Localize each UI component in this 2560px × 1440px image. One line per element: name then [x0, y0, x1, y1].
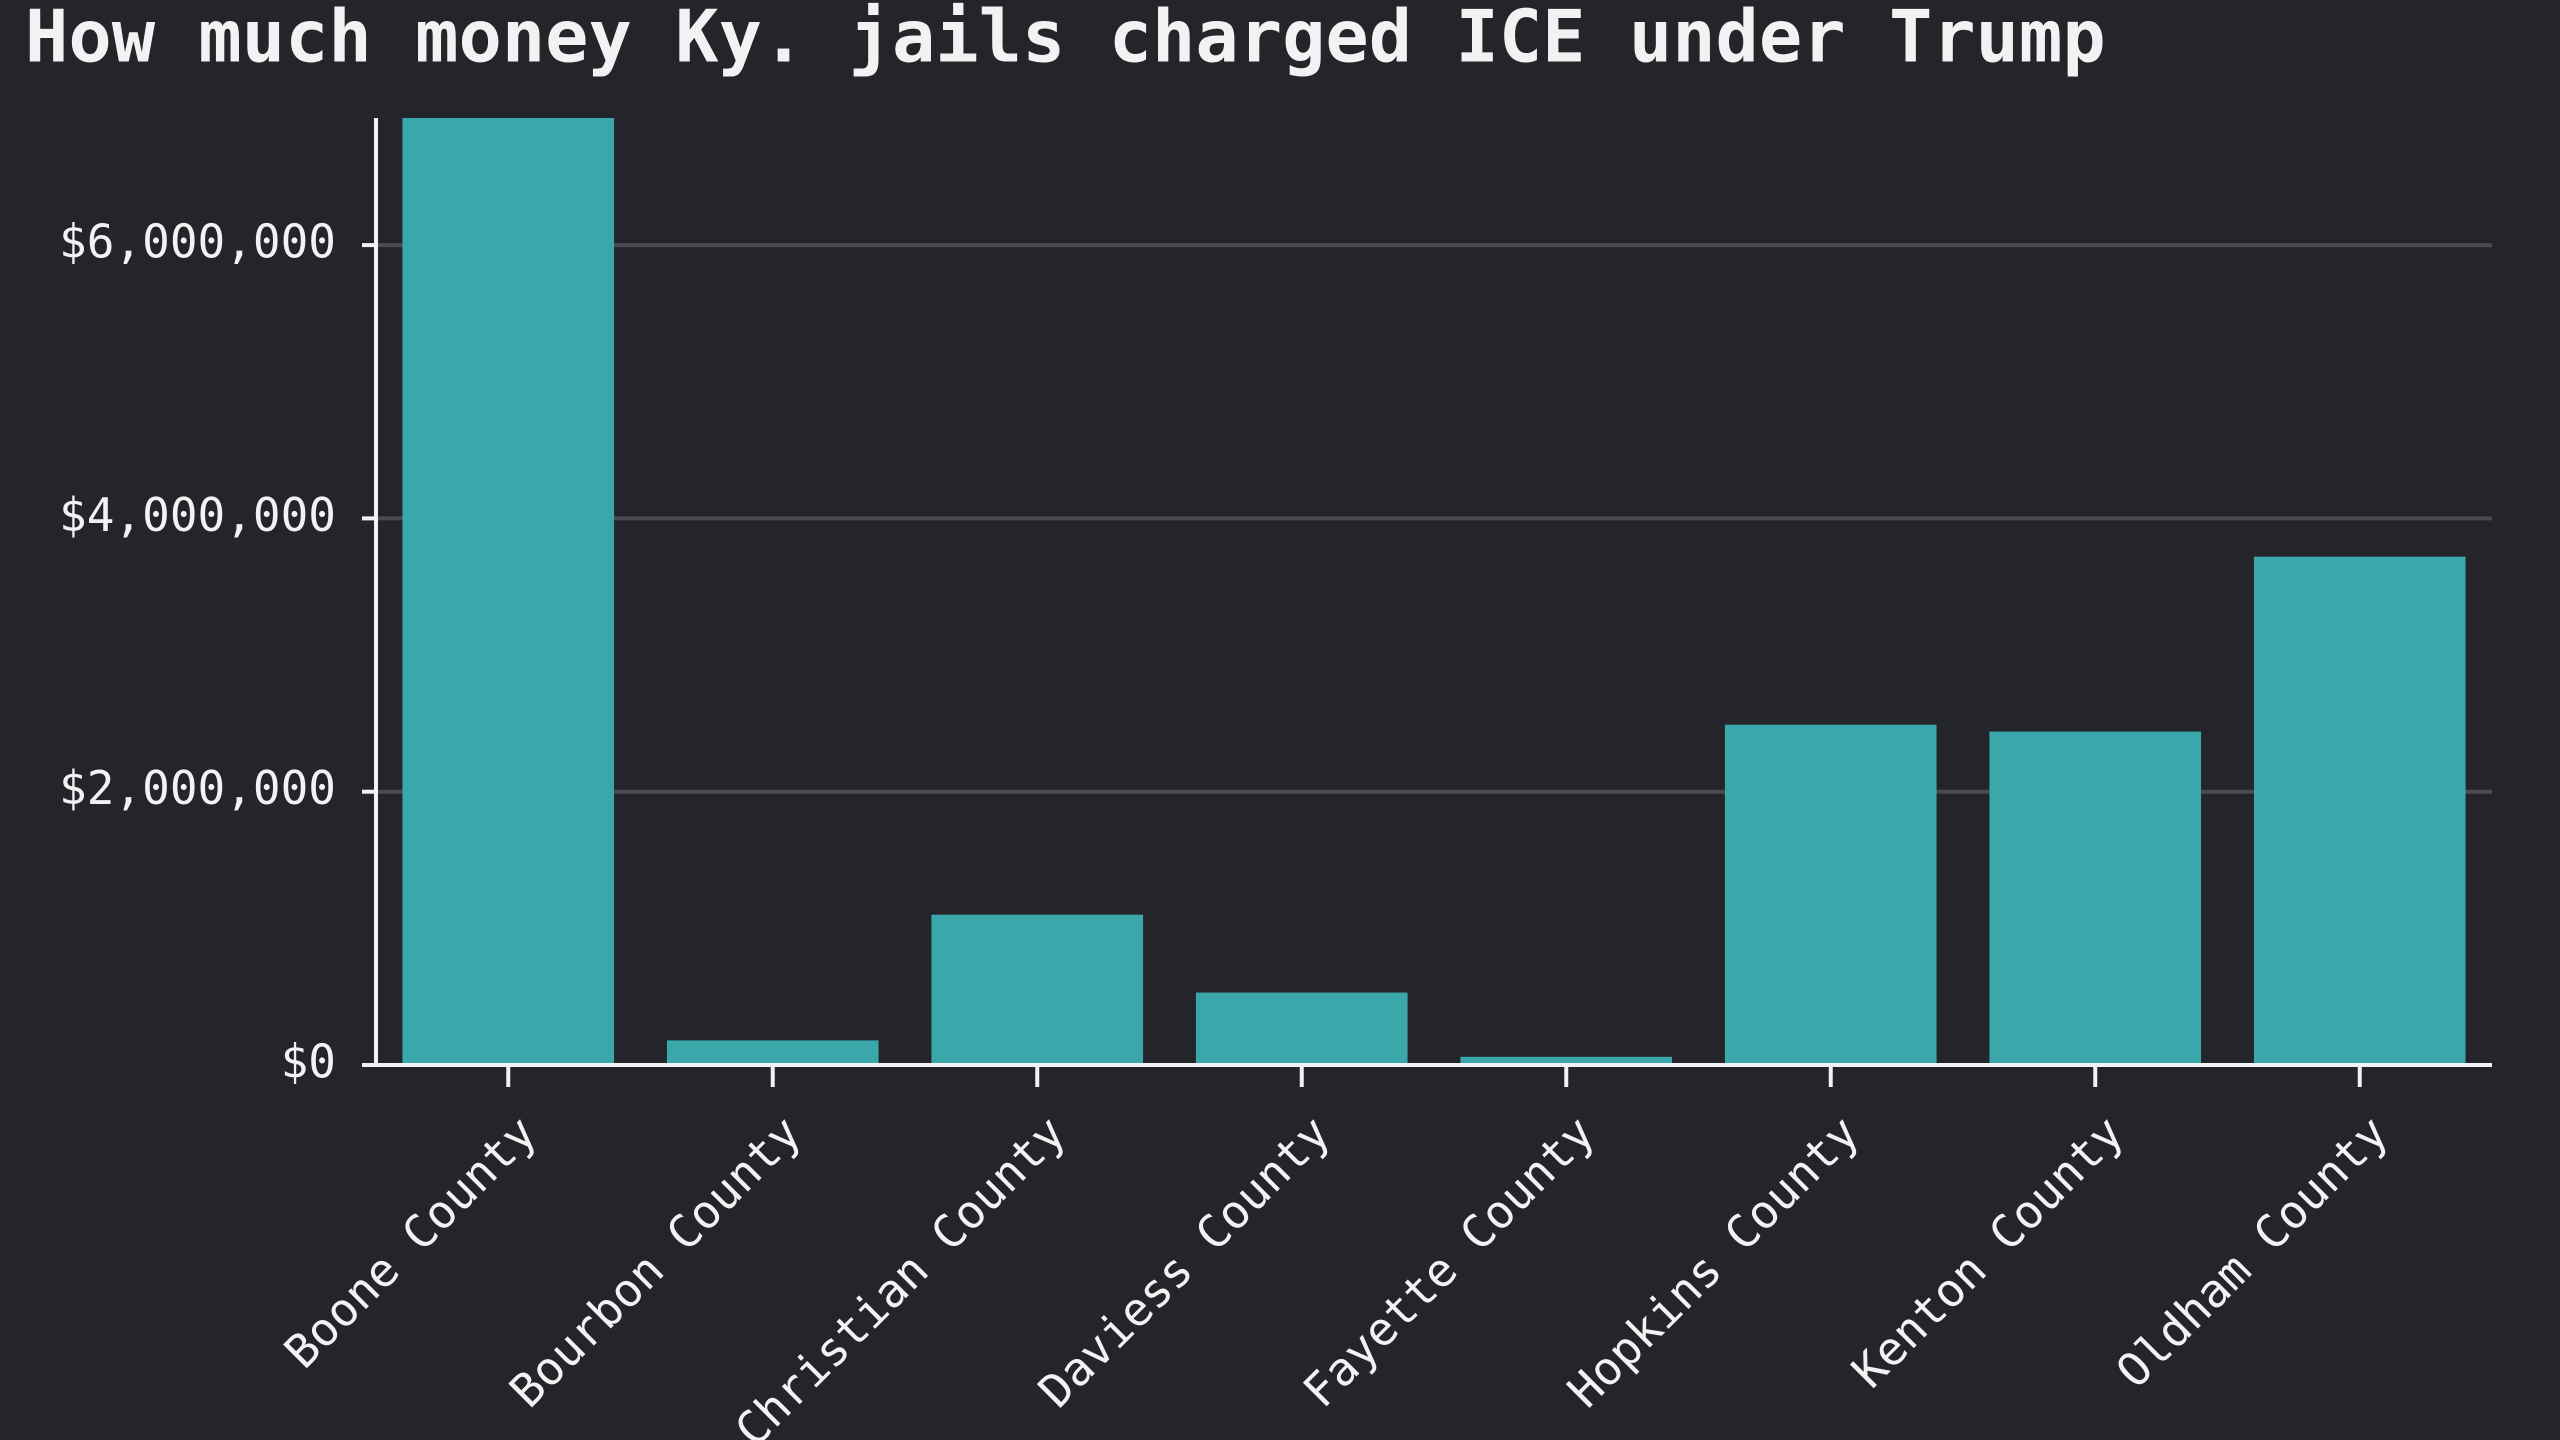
bar — [1195, 992, 1408, 1065]
y-tick-label: $4,000,000 — [59, 488, 336, 542]
y-tick-label: $6,000,000 — [59, 215, 336, 269]
bar — [402, 118, 615, 1065]
y-tick-label: $2,000,000 — [59, 761, 336, 815]
bar — [1460, 1056, 1673, 1065]
chart-title: How much money Ky. jails charged ICE und… — [25, 0, 2106, 79]
bar — [1724, 724, 1937, 1065]
bar — [666, 1040, 879, 1065]
y-tick-label: $0 — [281, 1035, 336, 1089]
bar — [2253, 556, 2466, 1065]
bar — [1989, 731, 2202, 1065]
bar — [931, 914, 1144, 1065]
